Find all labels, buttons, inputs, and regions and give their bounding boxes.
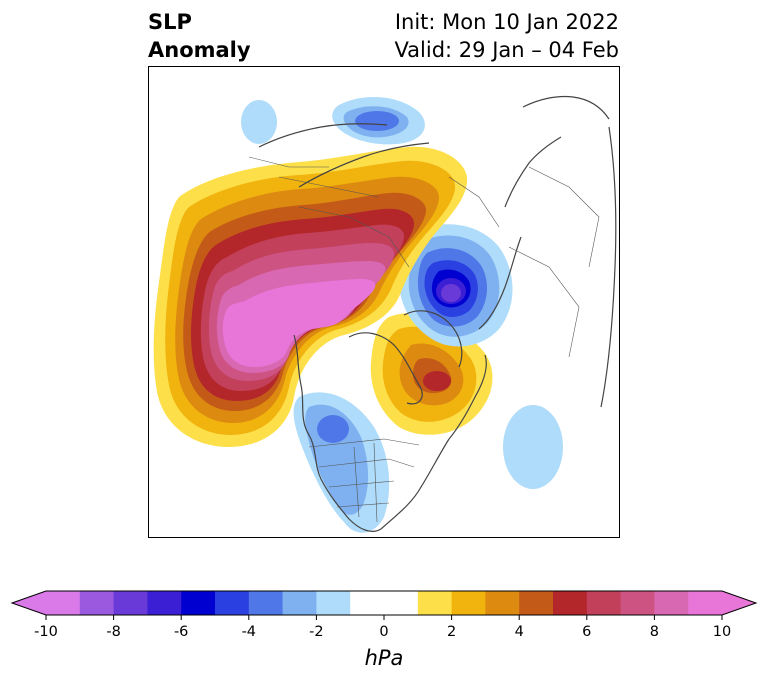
colorbar-tick-label: 6 (582, 624, 592, 640)
colorbar-segment (46, 591, 81, 615)
anomaly-central-asia (241, 96, 425, 145)
colorbar-segment (485, 591, 520, 615)
colorbar-segment (417, 591, 453, 615)
colorbar-segments (12, 591, 756, 615)
colorbar-tick-label: 10 (712, 624, 732, 640)
colorbar-tick-label: 2 (446, 624, 457, 640)
colorbar-segment (316, 591, 351, 615)
colorbar-tick-label: -10 (34, 624, 58, 640)
init-date: Init: Mon 10 Jan 2022 (394, 10, 619, 34)
colorbar-extend-min (12, 591, 46, 615)
colorbar-unit: hPa (364, 646, 404, 670)
colorbar-segment (688, 591, 723, 615)
colorbar-ticks (45, 615, 723, 620)
colorbar-segment (451, 591, 486, 615)
colorbar-svg (10, 590, 758, 620)
colorbar-tick-label: -6 (173, 624, 189, 640)
colorbar-segment (519, 591, 554, 615)
plot-dates: Init: Mon 10 Jan 2022 Valid: 29 Jan – 04… (394, 8, 619, 64)
colorbar-segment (350, 591, 385, 615)
colorbar-tick-label: 4 (514, 624, 524, 640)
colorbar-segment (586, 591, 622, 615)
colorbar-segment (215, 591, 250, 615)
colorbar (0, 585, 768, 625)
anomaly-western-us (293, 392, 390, 533)
anomaly-scandinavia-low (398, 224, 513, 347)
colorbar-segment (553, 591, 588, 615)
colorbar-tick-label: -2 (309, 624, 324, 640)
colorbar-segment (113, 591, 148, 615)
colorbar-segment (384, 591, 419, 615)
anomaly-pacific-high (153, 146, 468, 448)
colorbar-segment (181, 591, 216, 615)
colorbar-segment (654, 591, 689, 615)
colorbar-segment (620, 591, 655, 615)
map-panel (148, 66, 620, 538)
plot-title: SLP Anomaly (148, 8, 251, 64)
title-variable-sub: Anomaly (148, 38, 251, 62)
colorbar-tick-label: 0 (379, 624, 389, 640)
map-canvas (153, 95, 617, 533)
colorbar-segment (248, 591, 284, 615)
title-variable: SLP (148, 10, 192, 34)
coastlines (258, 95, 617, 532)
valid-date: Valid: 29 Jan – 04 Feb (394, 38, 619, 62)
colorbar-tick-label: -4 (241, 624, 257, 640)
colorbar-segment (79, 591, 115, 615)
colorbar-extend-max (722, 591, 756, 615)
colorbar-segment (282, 591, 317, 615)
colorbar-segment (147, 591, 182, 615)
colorbar-tick-label: -8 (106, 624, 121, 640)
anomaly-central-atlantic (503, 405, 563, 489)
colorbar-tick-label: 8 (649, 624, 660, 640)
country-borders (248, 156, 600, 523)
